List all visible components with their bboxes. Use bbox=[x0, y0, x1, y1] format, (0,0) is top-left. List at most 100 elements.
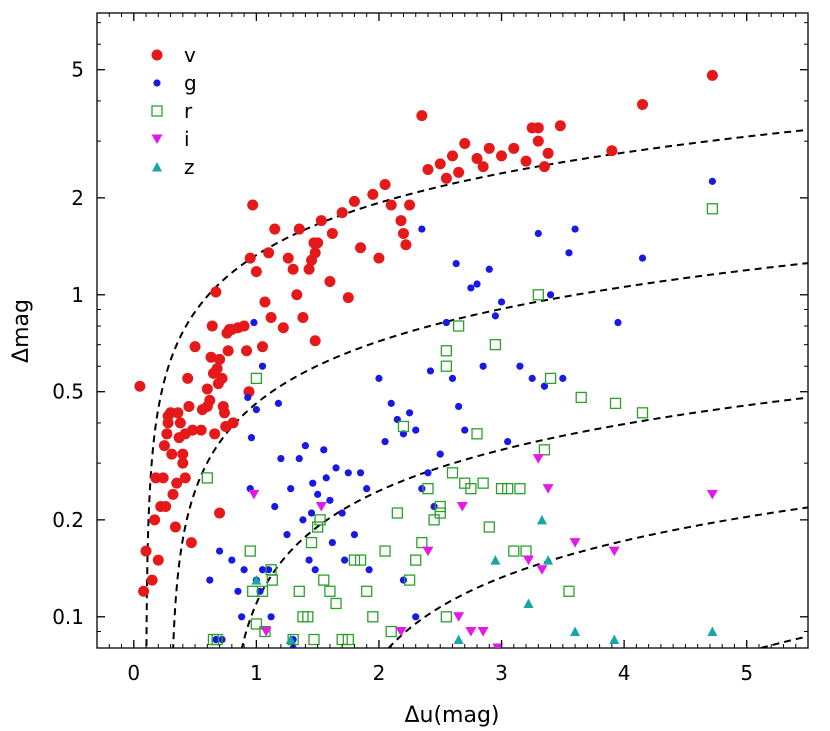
data-point-g bbox=[206, 576, 214, 584]
data-point-r bbox=[422, 483, 434, 495]
data-point-r bbox=[520, 545, 532, 557]
data-point-g bbox=[412, 613, 420, 621]
data-point-v bbox=[152, 554, 164, 566]
data-point-v bbox=[189, 341, 201, 353]
data-point-r bbox=[244, 545, 256, 557]
data-point-v bbox=[182, 372, 194, 384]
data-point-r bbox=[636, 407, 649, 419]
data-point-v bbox=[508, 142, 520, 154]
data-point-i bbox=[608, 546, 620, 557]
data-point-v bbox=[520, 155, 532, 167]
data-point-g bbox=[338, 509, 346, 517]
data-point-v bbox=[440, 172, 452, 184]
data-point-v bbox=[161, 428, 173, 440]
data-point-v bbox=[162, 410, 174, 422]
data-point-v bbox=[138, 585, 150, 597]
data-point-v bbox=[554, 120, 566, 132]
data-point-g bbox=[344, 469, 352, 477]
data-point-v bbox=[324, 275, 336, 287]
data-point-g bbox=[234, 587, 242, 595]
data-point-v bbox=[216, 372, 228, 384]
data-point-g bbox=[356, 469, 365, 477]
data-point-v bbox=[385, 199, 397, 211]
legend-marker-v bbox=[151, 49, 163, 61]
data-point-g bbox=[267, 613, 275, 621]
data-point-g bbox=[461, 426, 469, 434]
data-point-v bbox=[157, 472, 169, 484]
y-tick-label: 5 bbox=[71, 58, 84, 82]
data-point-i bbox=[569, 538, 581, 548]
data-point-r bbox=[330, 597, 342, 610]
dashed-model-curve bbox=[757, 635, 808, 648]
data-point-v bbox=[256, 341, 268, 353]
y-axis-title: Δmag bbox=[9, 299, 34, 363]
data-point-r bbox=[483, 521, 495, 533]
data-point-r bbox=[312, 521, 324, 533]
data-point-r bbox=[256, 585, 269, 597]
data-point-v bbox=[149, 514, 161, 526]
data-point-i bbox=[453, 612, 465, 622]
data-point-g bbox=[320, 446, 328, 454]
data-point-r bbox=[440, 345, 453, 357]
data-point-r bbox=[247, 585, 259, 597]
data-point-g bbox=[258, 566, 267, 574]
data-points bbox=[134, 69, 719, 648]
data-point-v bbox=[287, 263, 299, 275]
data-point-v bbox=[238, 320, 250, 332]
data-point-v bbox=[422, 163, 434, 175]
data-point-r bbox=[403, 574, 416, 586]
data-point-g bbox=[244, 393, 252, 402]
data-point-r bbox=[452, 320, 465, 332]
data-point-r bbox=[250, 618, 263, 630]
data-point-r bbox=[266, 574, 278, 586]
data-point-g bbox=[387, 399, 395, 407]
data-point-g bbox=[571, 225, 579, 233]
data-point-v bbox=[606, 145, 618, 157]
data-point-r bbox=[348, 554, 361, 566]
data-point-r bbox=[354, 554, 367, 566]
data-point-v bbox=[214, 353, 226, 365]
data-point-v bbox=[185, 537, 197, 549]
data-point-v bbox=[308, 237, 320, 249]
data-point-g bbox=[491, 312, 500, 320]
data-point-z bbox=[536, 514, 547, 525]
x-axis-title: Δu(mag) bbox=[404, 703, 499, 728]
data-point-r bbox=[544, 372, 557, 385]
y-tick-label: 0.1 bbox=[52, 605, 84, 629]
data-point-v bbox=[158, 440, 170, 452]
data-point-g bbox=[442, 318, 450, 327]
data-point-r bbox=[465, 483, 477, 495]
data-point-r bbox=[508, 545, 520, 557]
data-point-r bbox=[379, 545, 391, 557]
data-point-r bbox=[575, 391, 587, 404]
model-curves bbox=[145, 128, 808, 648]
data-point-v bbox=[542, 147, 554, 159]
data-point-i bbox=[706, 489, 718, 500]
data-point-v bbox=[177, 448, 189, 460]
data-point-z bbox=[251, 575, 262, 585]
data-point-v bbox=[172, 407, 184, 419]
data-point-r bbox=[440, 360, 453, 372]
data-point-v bbox=[355, 242, 367, 254]
data-point-g bbox=[322, 474, 330, 482]
x-tick-label: 5 bbox=[740, 661, 753, 685]
data-point-v bbox=[205, 351, 217, 363]
data-point-v bbox=[297, 312, 309, 324]
data-point-i bbox=[315, 502, 327, 512]
data-point-z bbox=[707, 626, 718, 637]
data-point-v bbox=[637, 98, 649, 110]
data-point-v bbox=[434, 158, 446, 170]
legend-label-i: i bbox=[184, 127, 190, 151]
data-point-i bbox=[248, 489, 260, 500]
data-point-r bbox=[563, 585, 575, 597]
data-point-g bbox=[418, 485, 426, 493]
y-tick-label: 0.5 bbox=[52, 380, 84, 404]
data-point-g bbox=[309, 479, 317, 487]
legend-marker-r bbox=[151, 105, 163, 117]
legend-marker-g bbox=[153, 79, 161, 87]
data-point-g bbox=[497, 298, 506, 306]
data-point-g bbox=[240, 566, 248, 574]
data-point-r bbox=[434, 507, 446, 519]
